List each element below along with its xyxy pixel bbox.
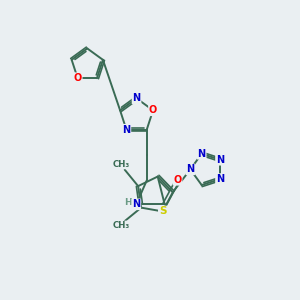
Text: N: N: [122, 125, 130, 135]
Text: H: H: [124, 198, 132, 207]
Text: O: O: [173, 175, 181, 185]
Text: S: S: [159, 206, 166, 216]
Text: N: N: [132, 199, 140, 209]
Text: CH₃: CH₃: [112, 160, 130, 169]
Text: N: N: [216, 174, 224, 184]
Text: N: N: [186, 164, 194, 174]
Text: CH₃: CH₃: [112, 221, 130, 230]
Text: O: O: [74, 73, 82, 83]
Text: O: O: [149, 105, 157, 115]
Text: N: N: [216, 155, 224, 165]
Text: N: N: [133, 93, 141, 103]
Text: N: N: [198, 149, 206, 159]
